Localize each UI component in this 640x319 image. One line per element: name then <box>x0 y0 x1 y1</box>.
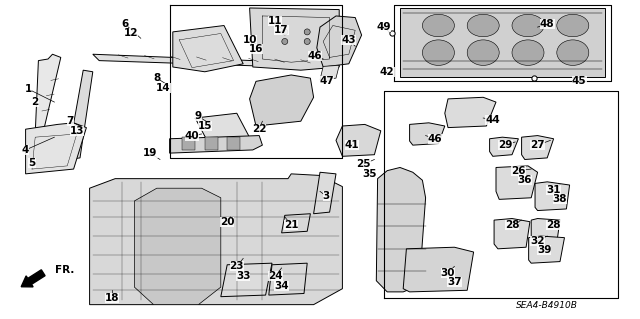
Circle shape <box>304 39 310 44</box>
Polygon shape <box>490 137 518 156</box>
Text: 23: 23 <box>230 261 244 271</box>
Ellipse shape <box>422 14 454 37</box>
Polygon shape <box>494 219 530 249</box>
Text: 20: 20 <box>220 217 234 227</box>
Text: 37: 37 <box>447 277 461 287</box>
Text: 2: 2 <box>31 97 39 107</box>
Circle shape <box>282 29 288 35</box>
Text: 38: 38 <box>553 194 567 204</box>
Text: 3: 3 <box>323 191 330 201</box>
Polygon shape <box>134 188 221 305</box>
Text: 28: 28 <box>505 220 519 230</box>
Text: 4: 4 <box>22 145 29 155</box>
Polygon shape <box>67 70 93 160</box>
Text: 29: 29 <box>499 140 513 150</box>
Ellipse shape <box>422 40 454 65</box>
Text: 31: 31 <box>547 185 561 195</box>
Circle shape <box>282 39 288 44</box>
Text: 7: 7 <box>67 116 74 126</box>
Text: 13: 13 <box>70 126 84 136</box>
Text: 43: 43 <box>342 35 356 45</box>
Polygon shape <box>376 167 426 292</box>
Text: 41: 41 <box>345 140 359 150</box>
Text: 36: 36 <box>518 175 532 185</box>
Text: 30: 30 <box>441 268 455 278</box>
Text: 48: 48 <box>540 19 554 29</box>
Text: 35: 35 <box>363 169 377 179</box>
Polygon shape <box>531 219 560 244</box>
Polygon shape <box>535 182 570 211</box>
Polygon shape <box>320 65 339 80</box>
Text: 11: 11 <box>268 16 282 26</box>
Polygon shape <box>182 137 195 150</box>
Ellipse shape <box>557 14 589 37</box>
Polygon shape <box>93 54 336 69</box>
Polygon shape <box>336 124 381 156</box>
Text: 8: 8 <box>153 73 161 83</box>
Text: 49: 49 <box>377 22 391 32</box>
Text: 28: 28 <box>547 220 561 230</box>
Polygon shape <box>529 236 564 263</box>
Text: 12: 12 <box>124 28 138 39</box>
Text: 18: 18 <box>105 293 119 303</box>
Text: 25: 25 <box>356 159 371 169</box>
Polygon shape <box>410 123 445 145</box>
Text: 27: 27 <box>531 140 545 150</box>
Polygon shape <box>314 172 336 214</box>
Text: 42: 42 <box>380 67 394 77</box>
Polygon shape <box>195 113 253 148</box>
Polygon shape <box>227 137 240 150</box>
Polygon shape <box>221 263 272 297</box>
Polygon shape <box>205 137 218 150</box>
Polygon shape <box>170 136 262 153</box>
Polygon shape <box>250 75 314 126</box>
Polygon shape <box>400 8 605 77</box>
Polygon shape <box>269 263 307 295</box>
Polygon shape <box>173 26 243 72</box>
Polygon shape <box>403 247 474 292</box>
Ellipse shape <box>512 14 544 37</box>
Text: 14: 14 <box>156 83 170 93</box>
FancyArrow shape <box>21 270 45 287</box>
Text: 26: 26 <box>511 166 525 176</box>
Polygon shape <box>35 54 61 134</box>
Text: 5: 5 <box>28 158 36 168</box>
Text: 21: 21 <box>284 220 298 230</box>
Text: 15: 15 <box>198 121 212 131</box>
Text: 32: 32 <box>531 236 545 246</box>
Polygon shape <box>250 8 339 70</box>
Polygon shape <box>282 214 310 233</box>
Text: 9: 9 <box>195 111 202 122</box>
Text: 16: 16 <box>249 44 263 55</box>
Polygon shape <box>90 174 342 305</box>
Text: 1: 1 <box>25 84 33 94</box>
Ellipse shape <box>557 40 589 65</box>
Text: 6: 6 <box>121 19 129 29</box>
Text: 10: 10 <box>243 35 257 45</box>
Text: FR.: FR. <box>55 265 75 275</box>
Text: 19: 19 <box>143 148 157 158</box>
Text: 17: 17 <box>275 25 289 35</box>
Text: 24: 24 <box>268 271 282 281</box>
Circle shape <box>304 29 310 35</box>
Text: 45: 45 <box>572 76 586 86</box>
Text: 44: 44 <box>485 115 500 125</box>
Text: 22: 22 <box>252 124 266 134</box>
Polygon shape <box>317 16 362 67</box>
Ellipse shape <box>467 40 499 65</box>
Text: 34: 34 <box>275 280 289 291</box>
Polygon shape <box>26 123 86 174</box>
Text: 47: 47 <box>319 76 334 86</box>
Text: 40: 40 <box>185 130 199 141</box>
Ellipse shape <box>467 14 499 37</box>
Text: 33: 33 <box>236 271 250 281</box>
Text: 46: 46 <box>428 134 442 144</box>
Polygon shape <box>522 136 554 160</box>
Text: SEA4-B4910B: SEA4-B4910B <box>516 301 578 310</box>
Polygon shape <box>496 166 538 199</box>
Text: 39: 39 <box>537 245 551 256</box>
Ellipse shape <box>512 40 544 65</box>
Polygon shape <box>445 97 496 128</box>
Text: 46: 46 <box>308 51 322 61</box>
